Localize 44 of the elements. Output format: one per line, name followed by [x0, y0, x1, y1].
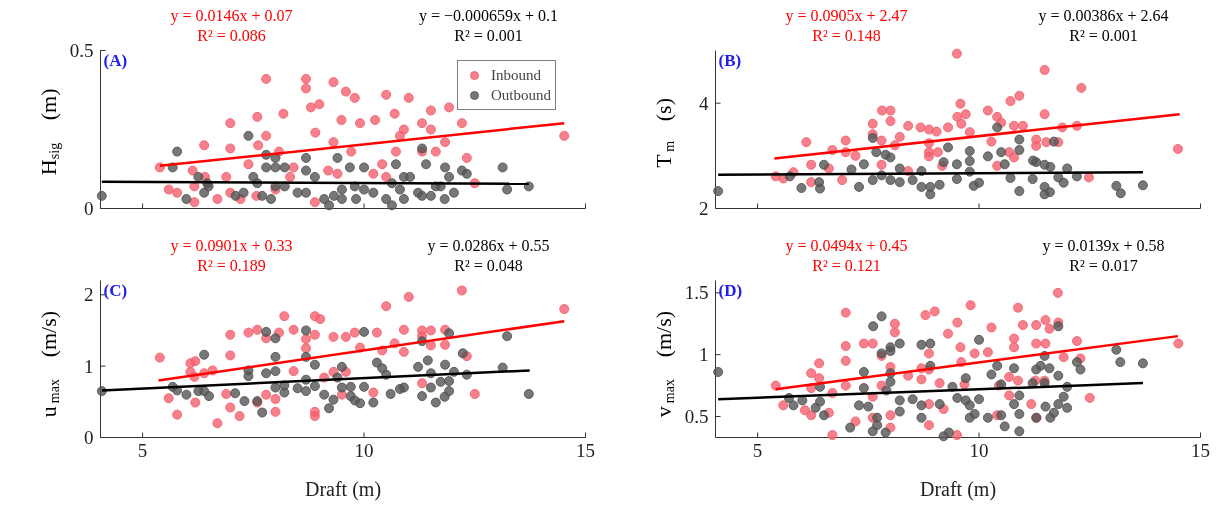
x-axis-title: Draft (m): [919, 477, 997, 501]
y-tick-label: 2: [699, 198, 709, 219]
text: y = −0.000659x + 0.1: [418, 6, 559, 25]
chart-title: (A): [103, 50, 128, 70]
chart-title: (C): [103, 280, 128, 300]
text: R² = 0.048: [454, 256, 523, 274]
text: R² = 0.148: [812, 26, 881, 44]
x-tick-label: 10: [354, 439, 374, 461]
text: y = 0.0905x + 2.47: [785, 6, 908, 25]
x-tick-label: 10: [969, 439, 989, 461]
y-tick-label: 1: [84, 355, 94, 377]
y-tick-label: 0.5: [684, 405, 709, 427]
text: R² = 0.086: [197, 26, 266, 44]
text: R² = 0.017: [1069, 256, 1138, 274]
text: y = 0.0139x + 0.58: [1042, 236, 1165, 255]
legend-label: Outbound: [491, 85, 551, 105]
x-tick-label: 5: [137, 439, 148, 461]
chart-title: (D): [718, 280, 743, 300]
text: y = 0.0286x + 0.55: [427, 236, 550, 255]
x-axis-title: Draft (m): [304, 477, 382, 501]
text: R² = 0.121: [812, 256, 881, 274]
text: y = 0.0494x + 0.45: [785, 236, 908, 255]
text: R² = 0.001: [1069, 26, 1138, 44]
y-tick-label: 4: [699, 92, 709, 114]
x-tick-label: 15: [1191, 439, 1210, 461]
y-tick-label: 1.5: [684, 282, 709, 304]
y-tick-label: 1: [699, 344, 709, 366]
text: R² = 0.001: [454, 26, 523, 44]
text: y = 0.0901x + 0.33: [170, 236, 293, 255]
x-tick-label: 15: [576, 439, 595, 461]
text: y = 0.00386x + 2.64: [1038, 6, 1169, 25]
text: y = 0.0146x + 0.07: [170, 6, 293, 25]
legend-label: Inbound: [491, 65, 541, 85]
x-tick-label: 5: [752, 439, 763, 461]
text: vmax (m/s): [651, 310, 677, 418]
text: umax (m/s): [36, 310, 62, 418]
y-tick-label: 0.5: [69, 40, 94, 61]
text: Tm (s): [651, 98, 677, 168]
chart-title: (B): [718, 50, 742, 70]
y-tick-label: 2: [84, 284, 94, 306]
text: R² = 0.189: [197, 256, 266, 274]
y-tick-label: 0: [84, 427, 94, 448]
text: Hsig (m): [36, 88, 62, 176]
y-tick-label: 0: [84, 198, 94, 219]
